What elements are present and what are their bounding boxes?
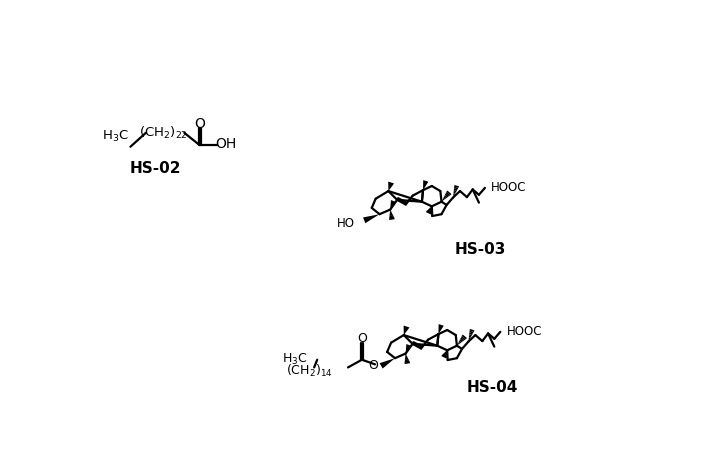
Text: (CH$_2$)$_{14}$: (CH$_2$)$_{14}$	[286, 362, 332, 379]
Polygon shape	[404, 326, 410, 335]
Text: HOOC: HOOC	[491, 181, 526, 194]
Polygon shape	[423, 180, 428, 190]
Text: HS-03: HS-03	[455, 242, 506, 257]
Text: OH: OH	[216, 137, 236, 152]
Polygon shape	[406, 344, 412, 354]
Text: HS-02: HS-02	[130, 161, 182, 176]
Polygon shape	[380, 358, 395, 369]
Text: O: O	[368, 359, 378, 371]
Text: H$_3$C: H$_3$C	[283, 352, 308, 367]
Text: O: O	[357, 332, 367, 345]
Text: (CH$_2$)$_{22}$: (CH$_2$)$_{22}$	[139, 125, 188, 141]
Polygon shape	[388, 182, 394, 191]
Polygon shape	[438, 324, 444, 334]
Text: H$_3$C: H$_3$C	[102, 129, 129, 144]
Polygon shape	[390, 200, 396, 210]
Text: O: O	[194, 117, 205, 131]
Text: HOOC: HOOC	[506, 325, 542, 338]
Text: HO: HO	[337, 217, 355, 230]
Polygon shape	[363, 214, 379, 223]
Text: HS-04: HS-04	[466, 380, 518, 395]
